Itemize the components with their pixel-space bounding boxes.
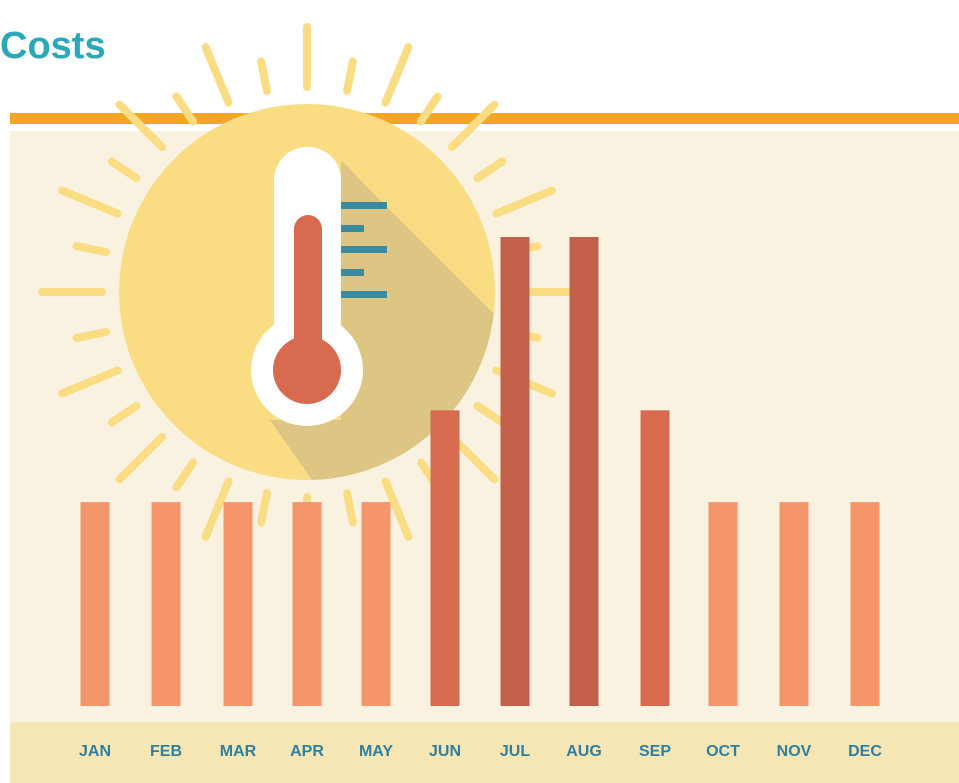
bar (708, 502, 738, 706)
sun-ray (107, 157, 141, 183)
bar (361, 502, 391, 706)
x-tick-label: JUN (429, 743, 461, 760)
x-tick-label: SEP (639, 743, 671, 760)
sun-ray (72, 327, 110, 342)
bar (850, 502, 880, 706)
bar (569, 237, 599, 706)
x-tick-label: AUG (566, 743, 602, 760)
bar (80, 502, 110, 706)
x-tick-label: NOV (777, 743, 812, 760)
sun-ray (492, 186, 556, 218)
sun-ray (58, 186, 122, 218)
bar (500, 237, 530, 706)
sun-ray (172, 92, 198, 126)
sun-ray (72, 242, 110, 257)
sun-ray (381, 43, 413, 107)
sun-ray (115, 432, 167, 484)
sun-ray (257, 489, 272, 527)
sun-illustration (38, 23, 576, 561)
sun-ray (447, 100, 499, 152)
sun-ray (342, 57, 357, 95)
sun-ray (416, 92, 442, 126)
sun-ray (201, 477, 233, 541)
x-tick-label: JAN (79, 743, 111, 760)
sun-ray (381, 477, 413, 541)
sun-ray (107, 401, 141, 427)
sun-ray (115, 100, 167, 152)
bar (430, 410, 460, 706)
sun-ray (58, 366, 122, 398)
sun-ray (172, 458, 198, 492)
x-tick-label: OCT (706, 743, 740, 760)
x-tick-label: JUL (500, 743, 530, 760)
x-tick-label: MAR (220, 743, 257, 760)
x-tick-label: FEB (150, 743, 182, 760)
sun-ray (473, 401, 507, 427)
sun-ray (257, 57, 272, 95)
sun-ray (473, 157, 507, 183)
sun-ray (342, 489, 357, 527)
bar (292, 502, 322, 706)
x-tick-label: DEC (848, 743, 882, 760)
bar (151, 502, 181, 706)
bar (223, 502, 253, 706)
chart-title: Costs (0, 25, 106, 67)
label-band (10, 722, 959, 783)
bar (779, 502, 809, 706)
bar (640, 410, 670, 706)
sun-ray (201, 43, 233, 107)
x-tick-label: MAY (359, 743, 393, 760)
x-tick-label: APR (290, 743, 324, 760)
